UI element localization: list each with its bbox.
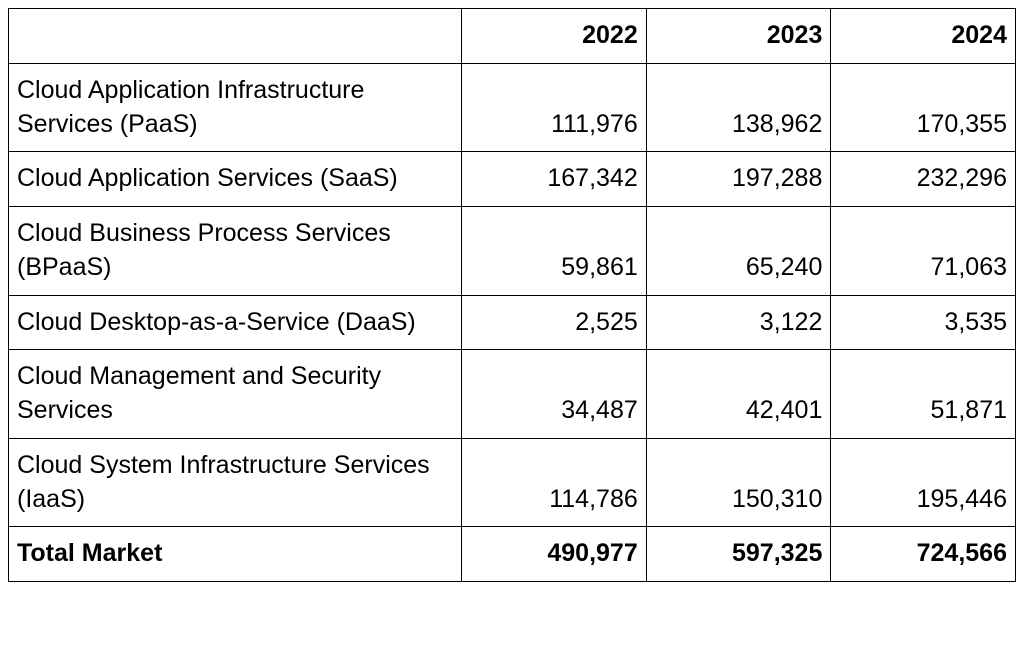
row-label: Cloud Desktop-as-a-Service (DaaS) <box>9 295 462 350</box>
table-header-row: 2022 2023 2024 <box>9 9 1016 64</box>
col-header-2023: 2023 <box>646 9 831 64</box>
total-label: Total Market <box>9 527 462 582</box>
cloud-market-table: 2022 2023 2024 Cloud Application Infrast… <box>8 8 1016 582</box>
table-row: Cloud Business Process Services (BPaaS) … <box>9 207 1016 296</box>
cell-value: 167,342 <box>462 152 647 207</box>
cell-value: 71,063 <box>831 207 1016 296</box>
table-row: Cloud Management and Security Services 3… <box>9 350 1016 439</box>
cell-value: 111,976 <box>462 63 647 152</box>
col-header-2022: 2022 <box>462 9 647 64</box>
table-row: Cloud Desktop-as-a-Service (DaaS) 2,525 … <box>9 295 1016 350</box>
cell-value: 3,535 <box>831 295 1016 350</box>
cell-value: 170,355 <box>831 63 1016 152</box>
table-row: Cloud Application Services (SaaS) 167,34… <box>9 152 1016 207</box>
total-value: 490,977 <box>462 527 647 582</box>
row-label: Cloud Application Services (SaaS) <box>9 152 462 207</box>
table-row: Cloud System Infrastructure Services (Ia… <box>9 438 1016 527</box>
cell-value: 195,446 <box>831 438 1016 527</box>
row-label: Cloud System Infrastructure Services (Ia… <box>9 438 462 527</box>
cell-value: 114,786 <box>462 438 647 527</box>
cell-value: 59,861 <box>462 207 647 296</box>
cell-value: 2,525 <box>462 295 647 350</box>
cell-value: 150,310 <box>646 438 831 527</box>
table-row: Cloud Application Infrastructure Service… <box>9 63 1016 152</box>
cell-value: 65,240 <box>646 207 831 296</box>
row-label: Cloud Application Infrastructure Service… <box>9 63 462 152</box>
cell-value: 232,296 <box>831 152 1016 207</box>
total-value: 597,325 <box>646 527 831 582</box>
cell-value: 42,401 <box>646 350 831 439</box>
cell-value: 51,871 <box>831 350 1016 439</box>
table-total-row: Total Market 490,977 597,325 724,566 <box>9 527 1016 582</box>
total-value: 724,566 <box>831 527 1016 582</box>
cell-value: 34,487 <box>462 350 647 439</box>
row-label: Cloud Management and Security Services <box>9 350 462 439</box>
cell-value: 197,288 <box>646 152 831 207</box>
col-header-2024: 2024 <box>831 9 1016 64</box>
col-header-blank <box>9 9 462 64</box>
cell-value: 138,962 <box>646 63 831 152</box>
row-label: Cloud Business Process Services (BPaaS) <box>9 207 462 296</box>
cell-value: 3,122 <box>646 295 831 350</box>
